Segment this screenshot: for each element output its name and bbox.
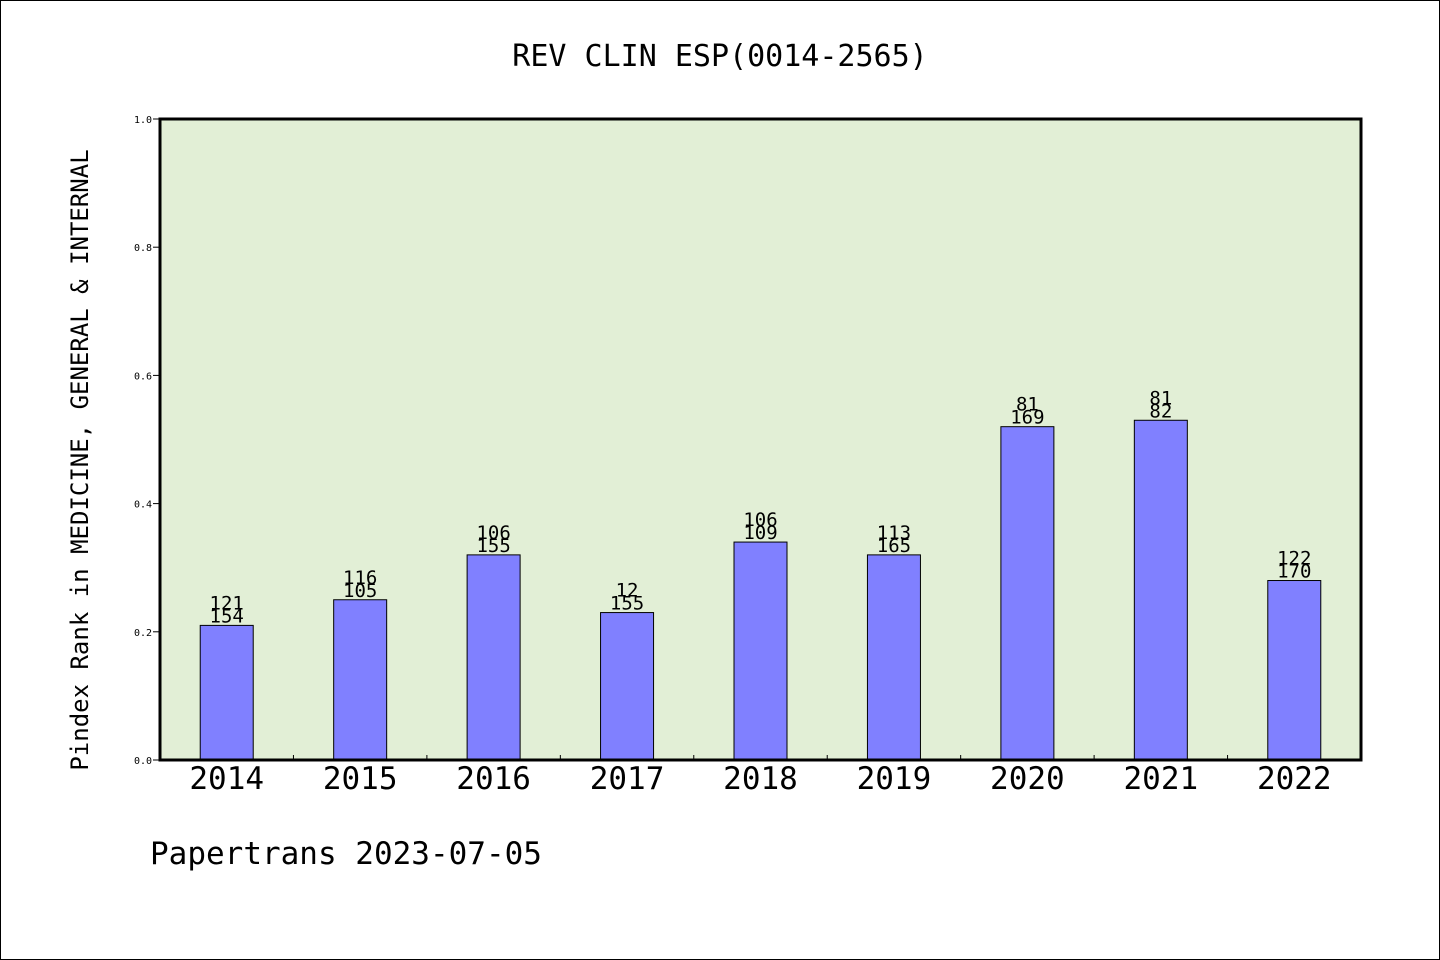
data-label-top: 81 (1149, 387, 1172, 409)
plot-border (158, 117, 1363, 762)
bar-series (199, 419, 1322, 761)
data-label-top: 121 (210, 592, 244, 614)
y-tick-label: 0.2 (134, 628, 152, 639)
x-tick-label: 2017 (590, 761, 665, 797)
y-tick-label: 0.4 (134, 500, 152, 511)
data-label-bottom: 170 (1277, 561, 1311, 583)
bar (866, 554, 921, 761)
x-tick-label: 2021 (1124, 761, 1199, 797)
data-label-top: 81 (1016, 394, 1039, 416)
bar (600, 612, 655, 761)
y-tick-label: 1.0 (134, 115, 152, 126)
x-axis: 2014 2015 2016 2017 2018 2019 2020 2021 2022 (189, 755, 1332, 797)
x-tick-label: 2019 (857, 761, 932, 797)
y-axis-label: Pindex Rank in MEDICINE, GENERAL & INTER… (66, 149, 94, 770)
bar (199, 624, 254, 761)
x-tick-label: 2015 (323, 761, 398, 797)
data-label-top: 106 (476, 522, 510, 544)
chart-title: REV CLIN ESP(0014-2565) (512, 39, 927, 74)
data-label-top: 12 (616, 580, 639, 602)
bar (333, 599, 388, 761)
data-label-bottom: 155 (476, 535, 510, 557)
bar (466, 554, 521, 761)
data-label-bottom: 109 (743, 522, 777, 544)
x-tick-label: 2018 (723, 761, 798, 797)
data-label-bottom: 165 (877, 535, 911, 557)
y-axis: 0.0 0.2 0.4 0.6 0.8 1.0 (134, 115, 160, 767)
bar (1133, 419, 1188, 761)
x-tick-label: 2016 (456, 761, 531, 797)
data-label-top: 116 (343, 567, 377, 589)
x-tick-label: 2020 (990, 761, 1065, 797)
data-labels: 1541211051161551061551210910616511316981… (210, 387, 1312, 627)
y-tick-label: 0.0 (134, 756, 152, 767)
data-label-top: 122 (1277, 548, 1311, 570)
footer-credit: Papertrans 2023-07-05 (150, 836, 542, 872)
y-tick-label: 0.6 (134, 371, 152, 382)
bar (1267, 580, 1322, 761)
data-label-bottom: 155 (610, 593, 644, 615)
data-label-bottom: 82 (1149, 400, 1172, 422)
data-label-bottom: 105 (343, 580, 377, 602)
bar (733, 541, 788, 761)
data-label-bottom: 154 (210, 605, 244, 627)
x-tick-label: 2022 (1257, 761, 1332, 797)
data-label-top: 113 (877, 522, 911, 544)
data-label-bottom: 169 (1010, 407, 1044, 429)
x-tick-label: 2014 (189, 761, 264, 797)
bar (1000, 426, 1055, 761)
data-label-top: 106 (743, 509, 777, 531)
y-tick-label: 0.8 (134, 243, 152, 254)
